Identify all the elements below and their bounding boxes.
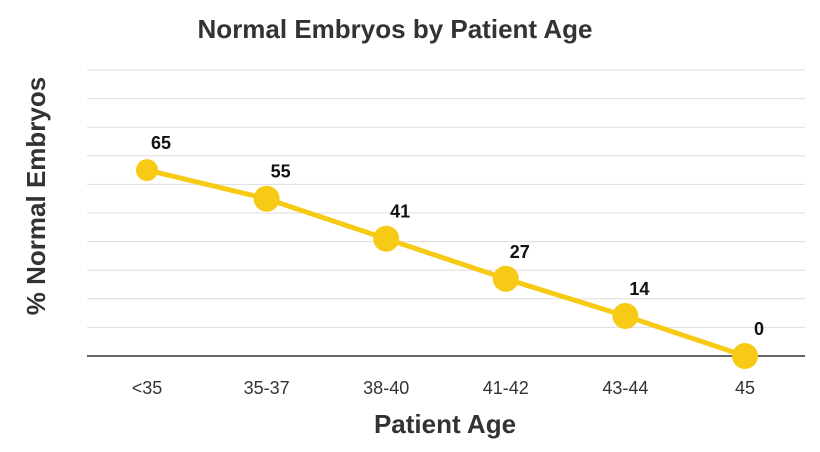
data-point	[373, 225, 400, 252]
x-tick-label: 41-42	[483, 378, 529, 398]
data-point	[732, 343, 758, 369]
data-label: 65	[151, 133, 171, 153]
data-label: 41	[390, 202, 410, 222]
data-point	[492, 265, 519, 292]
x-tick-label: 38-40	[363, 378, 409, 398]
x-tick-label: 35-37	[244, 378, 290, 398]
series-line	[144, 167, 748, 359]
data-point	[253, 185, 280, 212]
data-label: 27	[510, 242, 530, 262]
series-line-group	[144, 167, 748, 359]
data-label: 55	[271, 162, 291, 182]
data-points-group	[136, 159, 758, 369]
x-tick-label: 43-44	[602, 378, 648, 398]
chart-title: Normal Embryos by Patient Age	[198, 14, 593, 44]
data-point	[136, 159, 158, 182]
data-label: 0	[754, 319, 764, 339]
data-point	[612, 302, 639, 329]
x-axis-title: Patient Age	[374, 409, 516, 439]
x-tick-label: <35	[132, 378, 163, 398]
x-tick-labels-group: <35 35-37 38-40 41-42 43-44 45	[132, 378, 755, 398]
x-tick-label: 45	[735, 378, 755, 398]
data-labels-group: 65 55 41 27 14 0	[151, 133, 764, 339]
y-axis-title: % Normal Embryos	[21, 77, 51, 315]
grid-lines	[87, 69, 805, 328]
data-label: 14	[629, 279, 649, 299]
